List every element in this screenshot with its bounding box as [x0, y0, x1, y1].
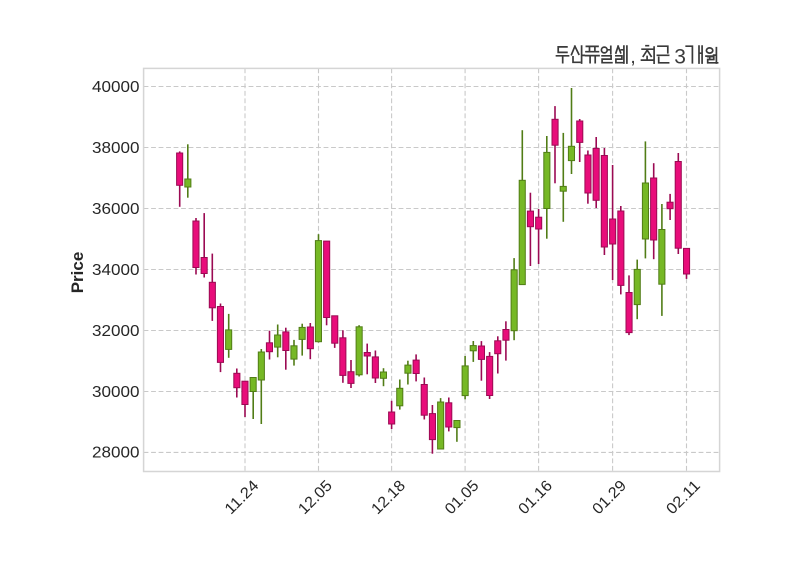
svg-text:32000: 32000 [92, 323, 140, 340]
svg-text:38000: 38000 [92, 140, 140, 157]
svg-text:30000: 30000 [92, 384, 140, 401]
svg-text:Price: Price [68, 252, 87, 294]
svg-text:36000: 36000 [92, 201, 140, 218]
svg-text:3: 3 [674, 46, 686, 69]
svg-text:34000: 34000 [92, 262, 140, 279]
svg-text:28000: 28000 [92, 445, 140, 462]
svg-text:,: , [630, 46, 636, 68]
svg-text:40000: 40000 [92, 79, 140, 96]
